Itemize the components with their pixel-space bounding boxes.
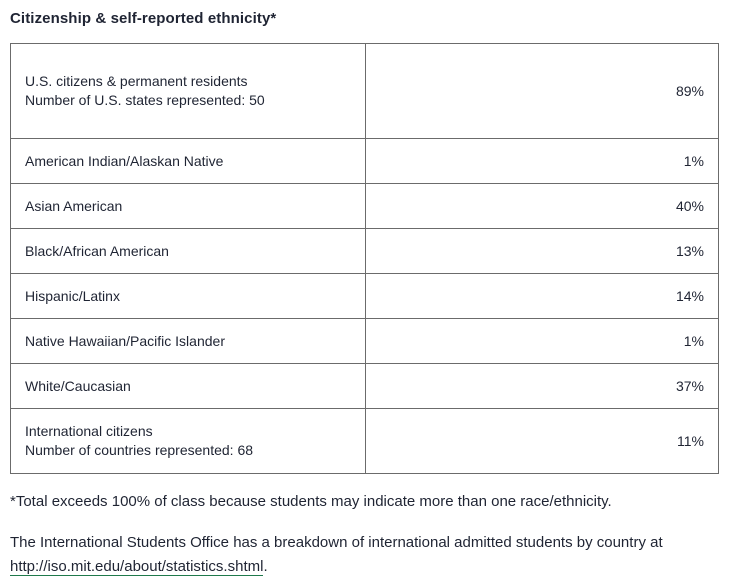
row-label: White/Caucasian bbox=[10, 363, 366, 409]
row-label-line: U.S. citizens & permanent residents bbox=[25, 73, 248, 89]
section-title-text: Citizenship & self-reported ethnicity bbox=[10, 10, 271, 27]
note-text: The International Students Office has a … bbox=[10, 534, 663, 551]
row-label: International citizens Number of countri… bbox=[10, 408, 366, 474]
row-value: 13% bbox=[365, 228, 719, 274]
row-value: 37% bbox=[365, 363, 719, 409]
row-label: U.S. citizens & permanent residents Numb… bbox=[10, 43, 366, 139]
row-label-line: Number of countries represented: 68 bbox=[25, 442, 254, 458]
table-row: White/Caucasian 37% bbox=[10, 363, 719, 409]
statistics-link[interactable]: http://iso.mit.edu/about/statistics.shtm… bbox=[10, 558, 264, 576]
row-label-line: Black/African American bbox=[25, 242, 169, 259]
row-label: Hispanic/Latinx bbox=[10, 273, 366, 319]
row-value: 1% bbox=[365, 138, 719, 184]
table-row: Asian American 40% bbox=[10, 183, 719, 229]
table-row: Hispanic/Latinx 14% bbox=[10, 273, 719, 319]
row-label-line: Asian American bbox=[25, 197, 123, 214]
page-content: Citizenship & self-reported ethnicity* U… bbox=[10, 0, 720, 576]
row-value: 11% bbox=[365, 408, 719, 474]
row-label: Black/African American bbox=[10, 228, 366, 274]
row-value: 40% bbox=[365, 183, 719, 229]
section-title: Citizenship & self-reported ethnicity* bbox=[10, 0, 720, 32]
row-value: 14% bbox=[365, 273, 719, 319]
title-asterisk: * bbox=[270, 10, 277, 27]
row-label-line: Number of U.S. states represented: 50 bbox=[25, 92, 265, 108]
row-label: Native Hawaiian/Pacific Islander bbox=[10, 318, 366, 364]
footnote: *Total exceeds 100% of class because stu… bbox=[10, 493, 612, 510]
table-row: American Indian/Alaskan Native 1% bbox=[10, 138, 719, 184]
row-label-line: Hispanic/Latinx bbox=[25, 287, 120, 304]
row-label-line: American Indian/Alaskan Native bbox=[25, 152, 224, 169]
row-label: Asian American bbox=[10, 183, 366, 229]
note-text-end: . bbox=[263, 558, 268, 575]
table-row: International citizens Number of countri… bbox=[10, 408, 719, 474]
table-row: Black/African American 13% bbox=[10, 228, 719, 274]
row-label-line: Native Hawaiian/Pacific Islander bbox=[25, 332, 225, 349]
row-value: 1% bbox=[365, 318, 719, 364]
row-label: American Indian/Alaskan Native bbox=[10, 138, 366, 184]
row-label-line: White/Caucasian bbox=[25, 377, 131, 394]
international-note: The International Students Office has a … bbox=[10, 531, 710, 579]
ethnicity-table: U.S. citizens & permanent residents Numb… bbox=[10, 43, 719, 474]
table-row: U.S. citizens & permanent residents Numb… bbox=[10, 43, 719, 139]
row-value: 89% bbox=[365, 43, 719, 139]
table-row: Native Hawaiian/Pacific Islander 1% bbox=[10, 318, 719, 364]
row-label-line: International citizens bbox=[25, 423, 153, 439]
